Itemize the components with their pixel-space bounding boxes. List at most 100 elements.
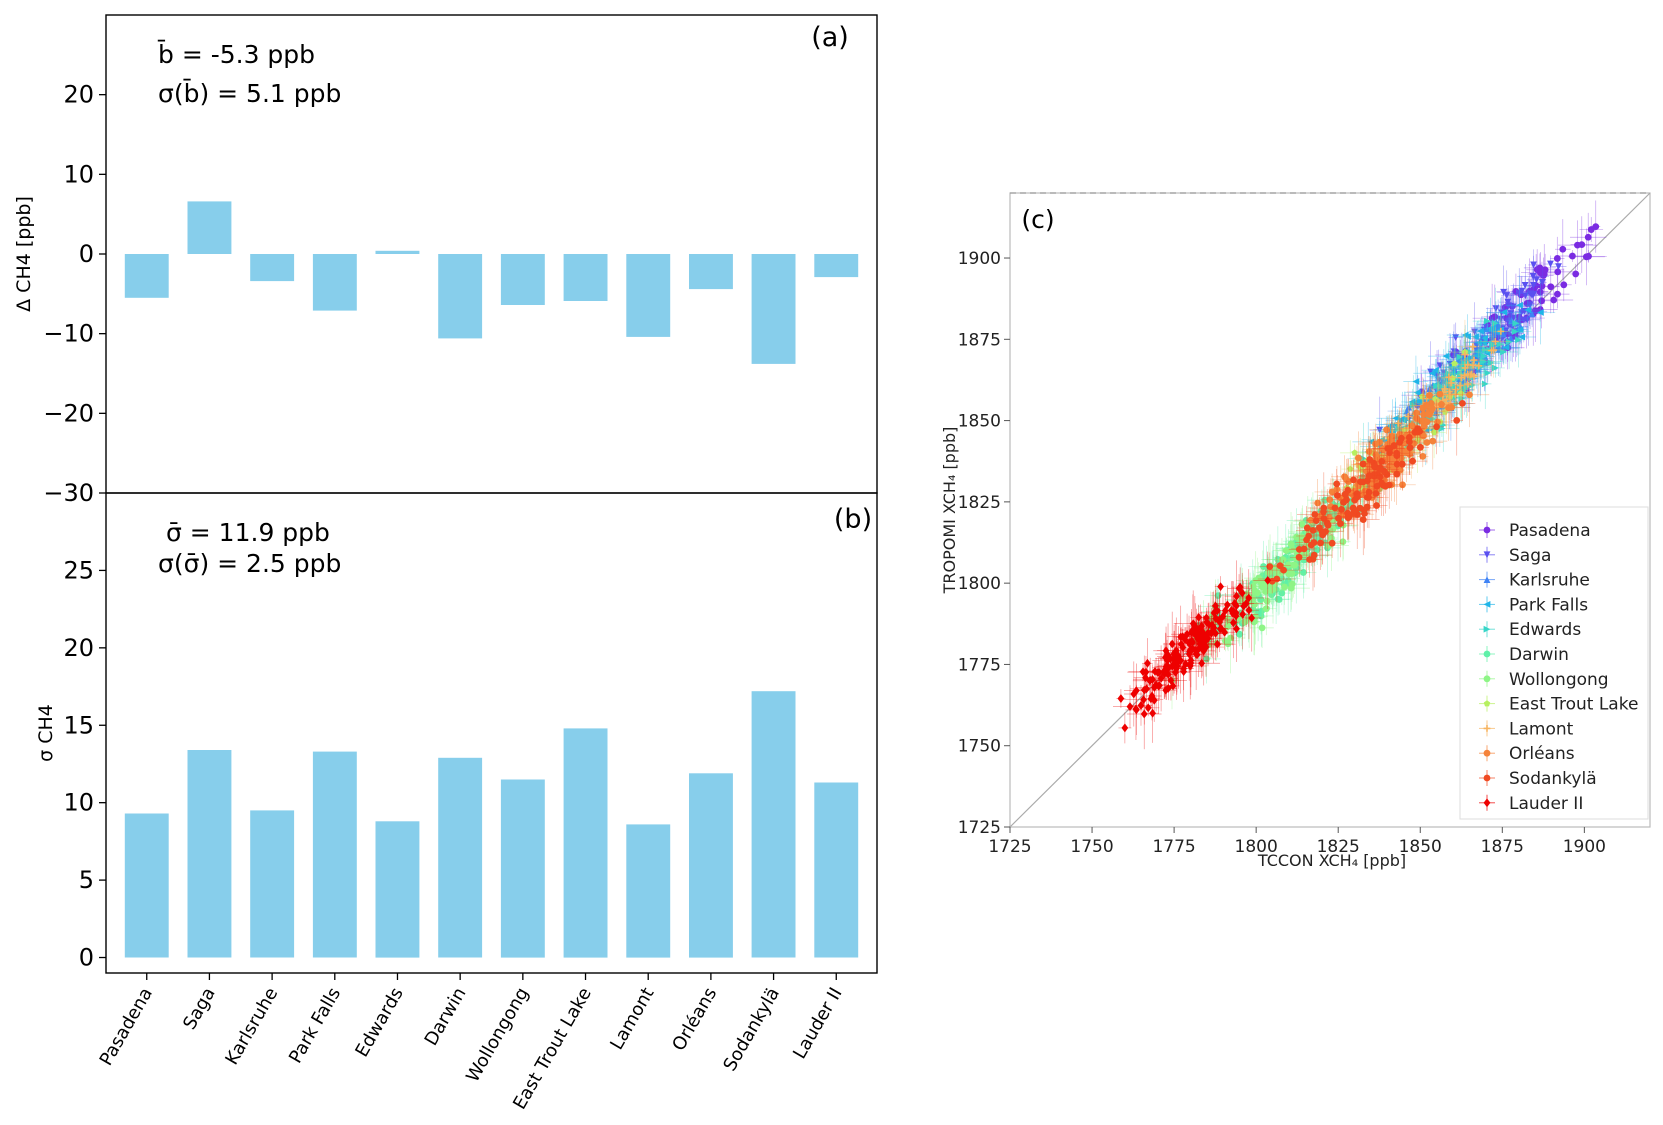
- point-orleans: [1429, 437, 1437, 445]
- point-lauder-ii: [1229, 618, 1237, 628]
- point-park-falls: [1502, 343, 1510, 351]
- point-edwards: [1461, 360, 1469, 368]
- point-park-falls: [1464, 332, 1471, 340]
- legend-item-darwin: Darwin: [1479, 645, 1569, 665]
- point-pasadena: [1554, 290, 1561, 298]
- point-saga: [1547, 260, 1554, 268]
- c-xtick-label: 1775: [1152, 837, 1195, 857]
- point-edwards: [1480, 352, 1488, 360]
- point-sodankyla: [1331, 504, 1339, 512]
- point-pasadena: [1569, 252, 1576, 260]
- point-orleans: [1372, 440, 1379, 448]
- point-lamont: [1456, 382, 1464, 389]
- point-lauder-ii: [1242, 599, 1250, 608]
- point-orleans: [1421, 417, 1429, 425]
- point-lauder-ii: [1162, 662, 1170, 672]
- point-saga: [1518, 309, 1525, 317]
- point-orleans: [1403, 449, 1410, 456]
- c-ytick-label: 1850: [958, 412, 1001, 432]
- point-lauder-ii: [1169, 681, 1177, 691]
- panel-a-ylabel: Δ CH4 [ppb]: [13, 196, 35, 312]
- point-karlsruhe: [1426, 385, 1433, 393]
- point-orleans: [1326, 496, 1334, 504]
- point-saga: [1529, 272, 1537, 280]
- point-park-falls: [1516, 301, 1523, 309]
- bar-a-east-trout-lake: [563, 254, 608, 301]
- legend-label: Wollongong: [1509, 670, 1609, 690]
- point-pasadena: [1559, 245, 1567, 253]
- panel-b-label: (b): [834, 504, 872, 535]
- point-lamont: [1488, 347, 1495, 355]
- point-edwards: [1505, 338, 1513, 346]
- point-lauder-ii: [1191, 645, 1199, 655]
- point-edwards: [1484, 369, 1492, 377]
- point-pasadena: [1538, 282, 1546, 290]
- point-lamont: [1441, 385, 1449, 393]
- legend-label: Darwin: [1509, 645, 1569, 665]
- legend-item-lauder-ii: Lauder II: [1479, 794, 1583, 814]
- point-karlsruhe: [1438, 377, 1446, 385]
- point-park-falls: [1480, 339, 1488, 346]
- point-sodankyla: [1398, 460, 1406, 468]
- point-edwards: [1487, 359, 1495, 367]
- bar-a-karlsruhe: [250, 254, 295, 282]
- point-edwards: [1456, 353, 1464, 361]
- point-sodankyla: [1333, 480, 1341, 488]
- point-saga: [1440, 369, 1448, 377]
- point-park-falls: [1477, 327, 1484, 335]
- point-saga: [1435, 377, 1443, 384]
- point-lauder-ii: [1155, 681, 1163, 690]
- point-edwards: [1481, 346, 1489, 354]
- point-lauder-ii: [1210, 623, 1218, 632]
- point-lauder-ii: [1232, 611, 1240, 621]
- point-pasadena: [1488, 314, 1496, 322]
- legend-label: East Trout Lake: [1509, 695, 1638, 715]
- point-orleans: [1354, 454, 1362, 462]
- point-lamont: [1461, 364, 1469, 372]
- ytick-label: 5: [79, 866, 94, 894]
- point-orleans: [1383, 426, 1390, 434]
- point-east-trout-lake: [1379, 452, 1386, 459]
- point-lauder-ii: [1168, 639, 1176, 649]
- point-sodankyla: [1295, 553, 1303, 561]
- point-park-falls: [1412, 378, 1420, 385]
- point-edwards: [1479, 358, 1487, 365]
- point-park-falls: [1536, 309, 1544, 316]
- point-lauder-ii: [1213, 606, 1221, 616]
- point-sodankyla: [1335, 514, 1342, 522]
- point-park-falls: [1428, 369, 1436, 377]
- point-saga: [1510, 314, 1518, 322]
- point-lamont: [1353, 461, 1361, 468]
- point-wollongong: [1265, 569, 1273, 576]
- point-sodankyla: [1300, 545, 1308, 553]
- point-lauder-ii: [1189, 619, 1197, 629]
- point-lauder-ii: [1162, 653, 1169, 662]
- panel-a-annotation-std: σ(b̄) = 5.1 ppb: [158, 78, 341, 108]
- point-wollongong: [1221, 637, 1229, 645]
- bar-a-lauder-ii: [814, 254, 859, 278]
- legend-label: Pasadena: [1509, 521, 1591, 541]
- point-edwards: [1483, 317, 1491, 325]
- point-sodankyla: [1320, 515, 1328, 522]
- point-orleans: [1372, 451, 1380, 459]
- c-ytick-label: 1800: [958, 574, 1001, 594]
- point-lauder-ii: [1219, 611, 1227, 621]
- point-edwards: [1395, 424, 1403, 432]
- point-sodankyla: [1363, 503, 1371, 511]
- point-lauder-ii: [1173, 664, 1180, 673]
- point-edwards: [1481, 380, 1489, 388]
- point-pasadena: [1547, 283, 1555, 291]
- xtick-label-lamont: Lamont: [606, 984, 658, 1053]
- point-lamont: [1446, 391, 1454, 398]
- point-saga: [1452, 334, 1460, 342]
- point-lauder-ii: [1217, 582, 1224, 592]
- point-park-falls: [1489, 324, 1497, 332]
- panel-c-scatter-chart: 1725 1750 1775 1800 1825 1850 1875 1900 1725 175…: [940, 192, 1651, 870]
- point-saga: [1520, 316, 1528, 324]
- c-xtick-label: 1800: [1235, 837, 1278, 857]
- point-wollongong: [1282, 547, 1290, 554]
- point-lauder-ii: [1144, 658, 1151, 668]
- point-edwards: [1409, 401, 1417, 409]
- point-lauder-ii: [1204, 633, 1212, 643]
- point-park-falls: [1516, 326, 1524, 334]
